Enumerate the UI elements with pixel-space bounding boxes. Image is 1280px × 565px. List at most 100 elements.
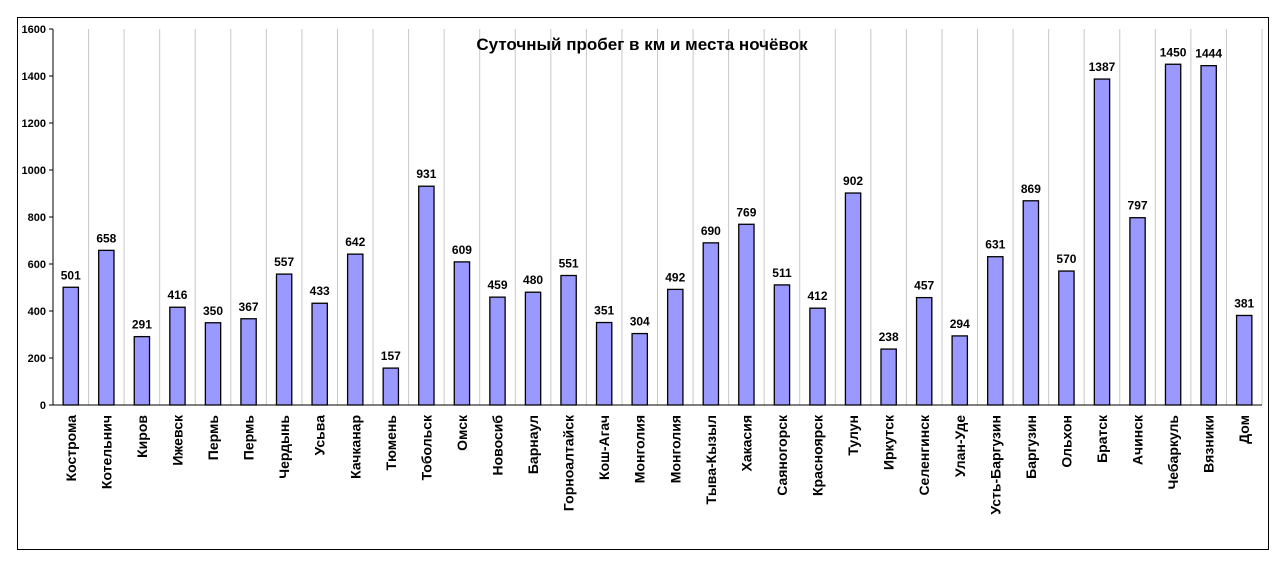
- bar: [631, 332, 649, 406]
- x-tick-label: Селенгинск: [916, 414, 932, 496]
- bar: [1235, 314, 1253, 406]
- y-tick-label: 200: [28, 353, 46, 365]
- bar: [951, 335, 969, 406]
- x-tick-label: Пермь: [205, 415, 221, 461]
- value-label: 1444: [1195, 47, 1222, 61]
- value-label: 869: [1021, 182, 1041, 196]
- bar: [169, 306, 186, 406]
- x-tick-label: Чердынь: [276, 415, 292, 479]
- x-tick-label: Усть-Баргузин: [987, 415, 1003, 515]
- bar: [1200, 65, 1217, 406]
- x-tick-label: Кострома: [63, 415, 79, 482]
- x-tick-label: Тыва-Кызыл: [703, 415, 719, 505]
- bar: [738, 223, 755, 406]
- bar: [702, 242, 720, 406]
- value-label: 291: [132, 318, 152, 332]
- x-tick-label: Чебаркуль: [1165, 415, 1181, 490]
- value-label: 457: [914, 279, 934, 293]
- bar: [275, 273, 293, 406]
- bar: [915, 296, 933, 406]
- bars: [62, 63, 1253, 406]
- bar: [418, 185, 435, 406]
- bar: [1058, 270, 1075, 406]
- bar: [666, 288, 684, 406]
- value-label: 157: [381, 349, 401, 363]
- y-tick-label: 1200: [22, 118, 46, 130]
- bar: [240, 318, 257, 406]
- x-tick-label: Пермь: [241, 415, 257, 461]
- value-label: 570: [1056, 252, 1076, 266]
- value-label: 769: [736, 205, 756, 219]
- bar: [133, 335, 151, 406]
- value-label: 902: [843, 174, 863, 188]
- x-tick-label: Кош-Агач: [596, 415, 612, 480]
- bar: [453, 261, 471, 406]
- x-tick-label: Саяногорск: [774, 414, 790, 496]
- value-label: 433: [310, 284, 330, 298]
- value-label: 238: [879, 330, 899, 344]
- bar: [1093, 78, 1111, 406]
- value-label: 551: [559, 257, 579, 271]
- y-tick-label: 0: [40, 400, 46, 412]
- value-label: 658: [96, 231, 116, 245]
- value-label: 1450: [1160, 45, 1187, 59]
- bar: [844, 192, 862, 406]
- value-label: 350: [203, 304, 223, 318]
- bar: [773, 284, 791, 406]
- bar: [98, 249, 115, 406]
- x-tick-label: Иркутск: [881, 414, 897, 470]
- x-tick-label: Ижевск: [169, 414, 185, 466]
- x-tick-label: Ольхон: [1058, 415, 1074, 468]
- value-label: 459: [487, 278, 507, 292]
- x-tick-label: Качканар: [347, 415, 363, 479]
- x-tick-label: Вязники: [1201, 415, 1217, 473]
- x-tick-label: Монголия: [632, 415, 648, 483]
- x-tick-label: Братск: [1094, 414, 1110, 463]
- value-label: 501: [61, 268, 81, 282]
- value-label: 294: [950, 317, 970, 331]
- bar: [809, 307, 826, 406]
- value-label: 797: [1128, 199, 1148, 213]
- y-tick-label: 1600: [22, 24, 46, 36]
- value-label: 412: [807, 289, 827, 303]
- chart-frame: 501 658 291 416 350 367 557 433 642 157 931 609 459 4…: [17, 17, 1269, 550]
- bar: [880, 348, 897, 406]
- value-label: 557: [274, 255, 294, 269]
- value-label: 492: [665, 270, 685, 284]
- y-tick-label: 1000: [22, 165, 46, 177]
- x-tick-label: Котельнич: [98, 415, 114, 489]
- bar: [560, 274, 577, 406]
- x-tick-label: Тобольск: [418, 414, 434, 480]
- value-label: 381: [1234, 296, 1254, 310]
- bar: [489, 296, 506, 406]
- bar: [346, 253, 364, 406]
- chart-title: Суточный пробег в км и места ночёвок: [476, 35, 808, 54]
- bar: [595, 321, 613, 406]
- bar: [382, 367, 400, 406]
- x-tick-label: Омск: [454, 414, 470, 451]
- y-tick-label: 1400: [22, 71, 46, 83]
- y-tick-label: 800: [28, 212, 46, 224]
- x-tick-label: Горноалтайск: [561, 414, 577, 511]
- value-label: 690: [701, 224, 721, 238]
- x-tick-label: Красноярск: [810, 414, 826, 496]
- value-label: 631: [985, 238, 1005, 252]
- x-tick-label: Баргузин: [1023, 415, 1039, 479]
- x-tick-labels: Кострома Котельнич Киров Ижевск Пермь Пермь Че…: [63, 414, 1252, 515]
- bar-chart: 501 658 291 416 350 367 557 433 642 157 931 609 459 4…: [22, 24, 1263, 515]
- value-label: 511: [772, 266, 792, 280]
- bar: [62, 286, 80, 406]
- x-tick-label: Хакасия: [738, 415, 754, 471]
- value-label: 367: [239, 300, 259, 314]
- y-tick-label: 400: [28, 306, 46, 318]
- y-tick-labels: 0 200 400 600 800 1000 1200 1400 1600: [22, 24, 46, 412]
- y-tick-label: 600: [28, 259, 46, 271]
- value-label: 931: [416, 167, 436, 181]
- value-label: 304: [630, 315, 650, 329]
- value-labels: 501 658 291 416 350 367 557 433 642 157 931 609 459 4…: [61, 45, 1255, 363]
- x-tick-label: Новосиб: [489, 415, 505, 476]
- x-tick-label: Монголия: [667, 415, 683, 483]
- value-label: 1387: [1089, 60, 1116, 74]
- x-tick-label: Дом: [1236, 415, 1252, 444]
- x-tick-label: Улан-Уде: [952, 415, 968, 477]
